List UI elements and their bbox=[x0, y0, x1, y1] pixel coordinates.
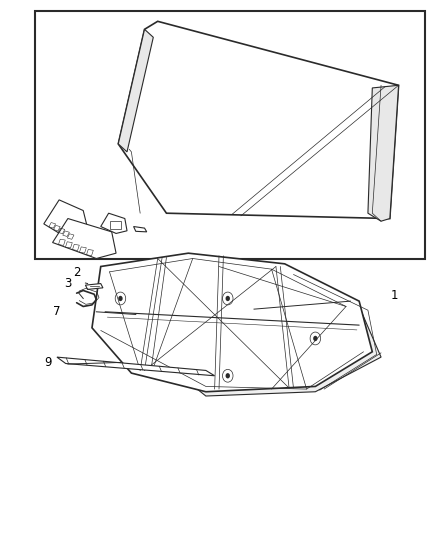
Text: 3: 3 bbox=[64, 277, 71, 290]
Polygon shape bbox=[184, 272, 381, 396]
Polygon shape bbox=[101, 213, 127, 233]
Polygon shape bbox=[57, 357, 215, 376]
Text: 9: 9 bbox=[44, 356, 52, 369]
Text: 1: 1 bbox=[390, 289, 398, 302]
Text: 7: 7 bbox=[53, 305, 61, 318]
Circle shape bbox=[313, 336, 318, 341]
Polygon shape bbox=[118, 29, 153, 152]
Polygon shape bbox=[85, 284, 103, 289]
Polygon shape bbox=[368, 85, 399, 221]
Bar bbox=[35, 11, 425, 259]
Polygon shape bbox=[44, 200, 90, 243]
Polygon shape bbox=[53, 219, 116, 259]
Circle shape bbox=[226, 296, 230, 301]
Polygon shape bbox=[92, 253, 372, 392]
Polygon shape bbox=[134, 227, 147, 232]
Polygon shape bbox=[118, 21, 399, 219]
Circle shape bbox=[118, 296, 123, 301]
Text: 2: 2 bbox=[73, 266, 81, 279]
Circle shape bbox=[226, 373, 230, 378]
